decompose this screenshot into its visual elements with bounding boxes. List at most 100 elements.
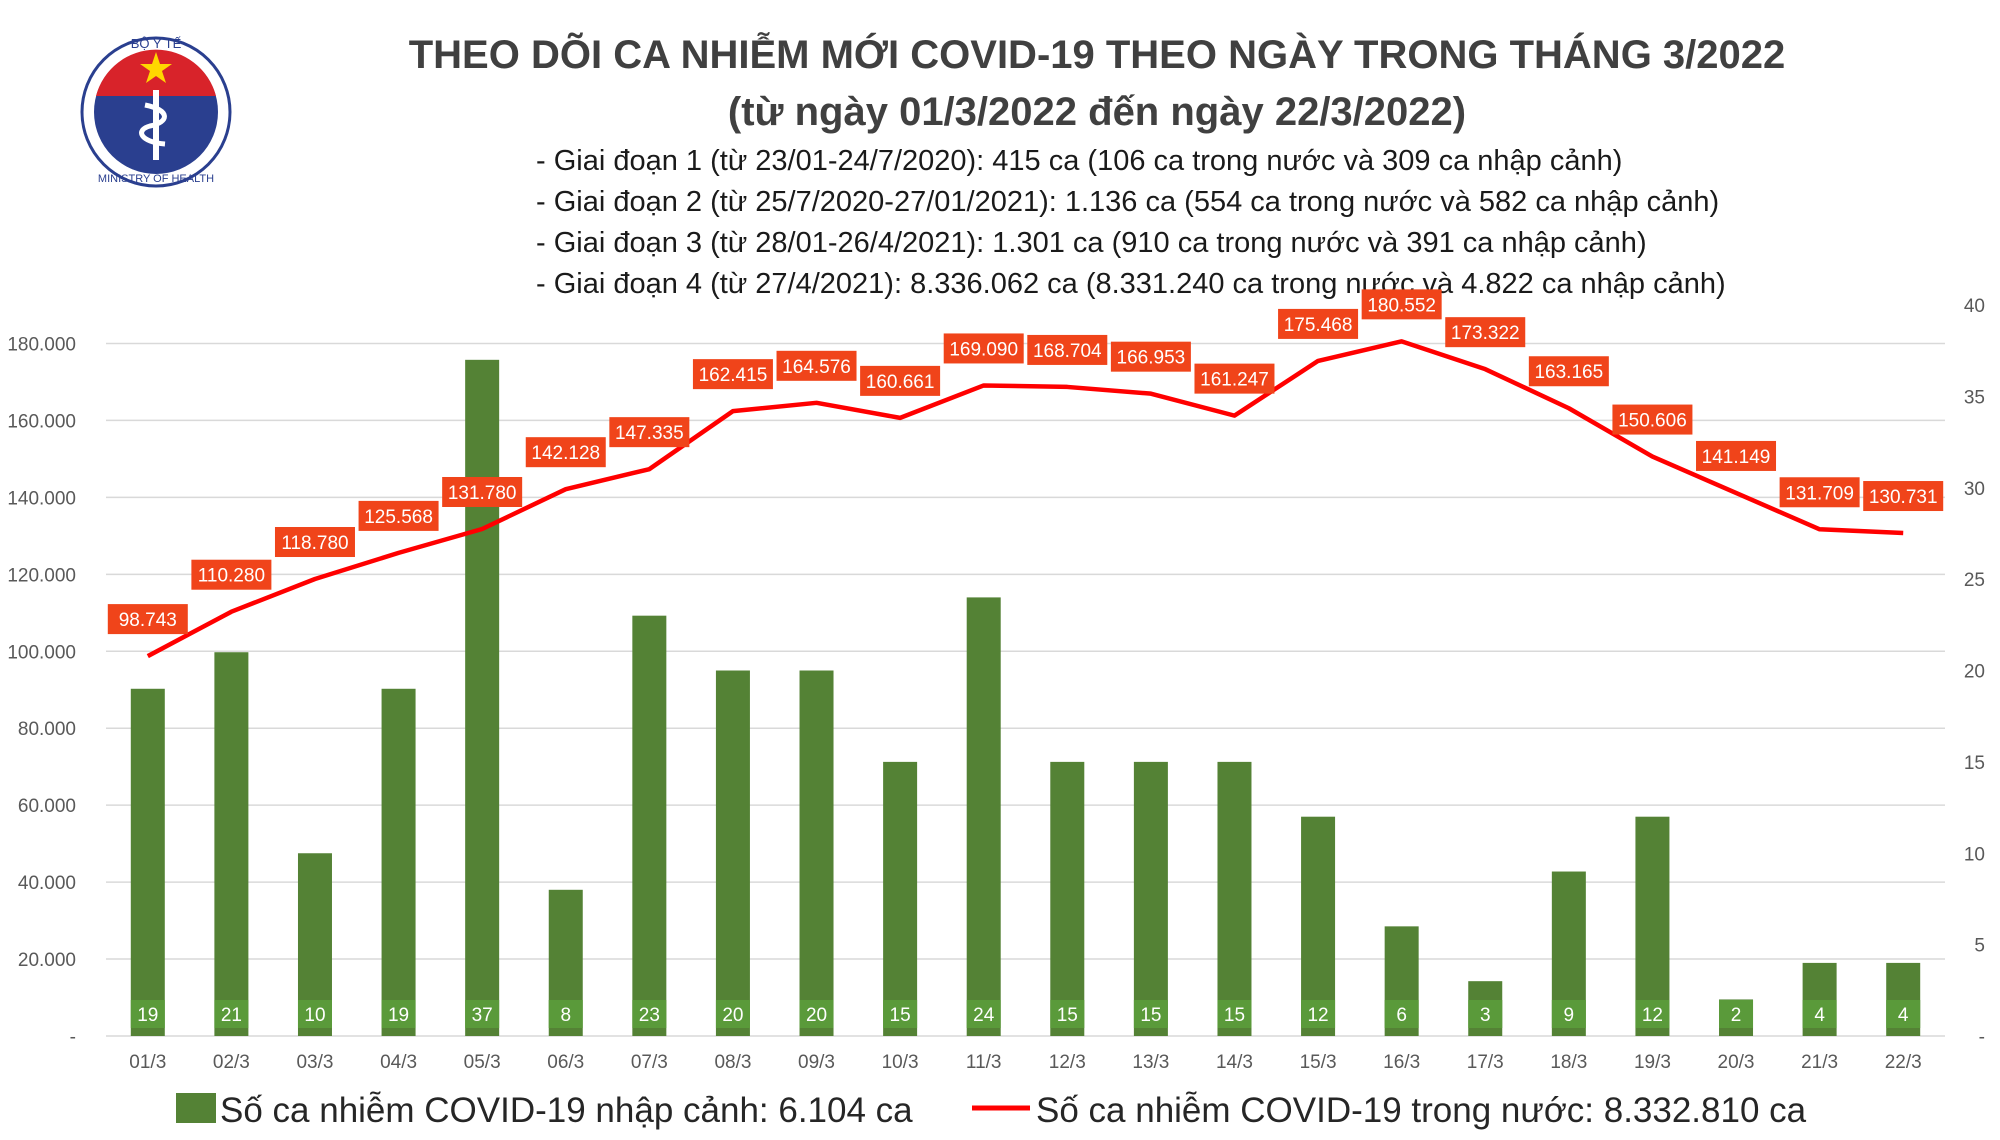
bar-label-box xyxy=(548,1000,583,1028)
line-label-box xyxy=(1612,404,1693,435)
bar-label-box xyxy=(1217,1000,1252,1028)
right-tick-label: 30 xyxy=(1964,479,1985,500)
bar xyxy=(214,652,249,1036)
x-tick-label: 05/3 xyxy=(464,1052,501,1073)
domestic-cases-line xyxy=(146,339,1904,659)
right-tick-label: 25 xyxy=(1964,570,1985,591)
bar-label: 9 xyxy=(1564,1005,1575,1026)
legend-bar-swatch xyxy=(176,1093,216,1123)
line-label: 131.780 xyxy=(448,483,517,504)
x-tick-label: 12/3 xyxy=(1049,1052,1086,1073)
line-label: 175.468 xyxy=(1284,315,1353,336)
x-tick-label: 09/3 xyxy=(798,1052,835,1073)
line-label: 169.090 xyxy=(949,339,1018,360)
right-tick-label: 35 xyxy=(1964,387,1985,408)
x-tick-label: 21/3 xyxy=(1801,1052,1838,1073)
line-label-box xyxy=(358,500,439,531)
chart-subtitle: (từ ngày 01/3/2022 đến ngày 22/3/2022) xyxy=(728,90,1466,134)
x-tick-label: 08/3 xyxy=(714,1052,751,1073)
bar xyxy=(715,670,750,1036)
line-label-box xyxy=(860,365,941,396)
line-label-box xyxy=(1528,356,1609,387)
bar xyxy=(1050,761,1085,1036)
bar-label: 15 xyxy=(1224,1005,1245,1026)
line-label-box xyxy=(1278,308,1359,339)
bar xyxy=(1217,761,1252,1036)
line-label-box xyxy=(1696,440,1777,471)
note-3: - Giai đoạn 3 (từ 28/01-26/4/2021): 1.30… xyxy=(536,227,1647,259)
bar-label-box xyxy=(1050,1000,1085,1028)
bar-label-box xyxy=(715,1000,750,1028)
line-label-box xyxy=(1027,334,1108,365)
bar-label: 12 xyxy=(1307,1005,1328,1026)
bar-label-box xyxy=(1635,1000,1670,1028)
line-label-box xyxy=(1194,363,1275,394)
bar xyxy=(130,688,165,1036)
bar xyxy=(1133,761,1168,1036)
logo-top-text: BỘ Y TẾ xyxy=(131,36,182,51)
right-tick-label: 40 xyxy=(1964,296,1985,317)
line-label-box xyxy=(943,333,1024,364)
bar-label-box xyxy=(465,1000,500,1028)
line-label: 166.953 xyxy=(1117,348,1186,369)
line-label: 168.704 xyxy=(1033,341,1102,362)
line-label: 118.780 xyxy=(281,533,348,554)
chart-title: THEO DÕI CA NHIỄM MỚI COVID-19 THEO NGÀY… xyxy=(409,31,1786,77)
bar-label-box xyxy=(1384,1000,1419,1028)
bar-label-box xyxy=(799,1000,834,1028)
line-label: 98.743 xyxy=(119,610,177,631)
bar xyxy=(1301,816,1336,1036)
logo-bottom-text: MINISTRY OF HEALTH xyxy=(98,173,214,185)
bar-label: 12 xyxy=(1642,1005,1663,1026)
line-label-box xyxy=(1361,289,1442,320)
bar xyxy=(632,615,667,1036)
bar-label-box xyxy=(1802,1000,1837,1028)
note-2: - Giai đoạn 2 (từ 25/7/2020-27/01/2021):… xyxy=(536,186,1719,218)
right-tick-label: 10 xyxy=(1964,844,1985,865)
line-label: 173.322 xyxy=(1451,323,1520,344)
bar-label: 19 xyxy=(137,1005,158,1026)
legend-line-label: Số ca nhiễm COVID-19 trong nước: 8.332.8… xyxy=(1036,1091,1807,1130)
line-label-box xyxy=(274,527,355,558)
line-label-box xyxy=(776,350,857,381)
bar-label: 23 xyxy=(639,1005,660,1026)
line-label: 180.552 xyxy=(1367,295,1436,316)
bar-label: 19 xyxy=(388,1005,409,1026)
line-label-box xyxy=(525,437,606,468)
x-tick-label: 18/3 xyxy=(1550,1052,1587,1073)
bar-label-box xyxy=(214,1000,249,1028)
bar-label: 15 xyxy=(1140,1005,1161,1026)
bar-label: 6 xyxy=(1396,1005,1407,1026)
x-tick-label: 19/3 xyxy=(1634,1052,1671,1073)
line-label: 110.280 xyxy=(198,566,265,587)
x-tick-label: 06/3 xyxy=(547,1052,584,1073)
line-label-box xyxy=(1110,341,1191,372)
right-tick-label: 15 xyxy=(1964,753,1985,774)
line-label: 162.415 xyxy=(699,365,768,386)
x-tick-label: 22/3 xyxy=(1885,1052,1922,1073)
line-label: 160.661 xyxy=(866,372,935,393)
left-tick-label: 40.000 xyxy=(18,873,76,894)
bar-label: 24 xyxy=(973,1005,995,1026)
bar-label: 8 xyxy=(560,1005,571,1026)
x-tick-label: 15/3 xyxy=(1300,1052,1337,1073)
line-label-box xyxy=(1863,481,1944,512)
bar xyxy=(1635,816,1670,1036)
bar-label: 10 xyxy=(304,1005,325,1026)
bar-label-box xyxy=(1719,1000,1754,1028)
left-tick-label: 100.000 xyxy=(7,642,76,663)
x-tick-label: 07/3 xyxy=(631,1052,668,1073)
star-icon xyxy=(140,52,172,83)
bar xyxy=(381,688,416,1036)
line-label: 161.247 xyxy=(1200,370,1269,391)
legend: Số ca nhiễm COVID-19 nhập cảnh: 6.104 ca… xyxy=(176,1091,1807,1130)
bar xyxy=(966,597,1001,1036)
bar-label: 2 xyxy=(1731,1005,1742,1026)
bar-label: 15 xyxy=(890,1005,911,1026)
x-tick-label: 14/3 xyxy=(1216,1052,1253,1073)
x-tick-label: 11/3 xyxy=(966,1052,1002,1073)
line-label: 130.731 xyxy=(1869,487,1938,508)
x-tick-label: 17/3 xyxy=(1467,1052,1504,1073)
right-tick-label: 5 xyxy=(1974,936,1985,957)
